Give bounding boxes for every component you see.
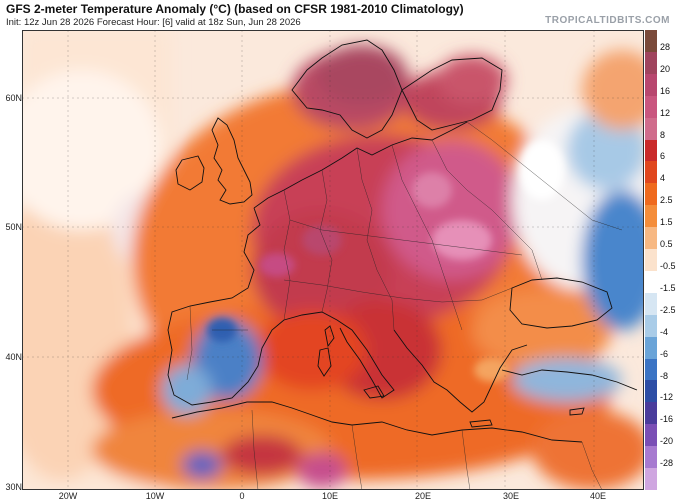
colorbar-swatch [645, 117, 657, 140]
colorbar-label: 0.5 [660, 239, 673, 250]
lon-label-10w: 10W [145, 491, 165, 501]
lat-label-40n: 40N [5, 352, 22, 362]
map-title: GFS 2-meter Temperature Anomaly (°C) (ba… [6, 2, 464, 16]
colorbar-label: -20 [660, 436, 674, 447]
anomaly-detail [207, 140, 564, 382]
colorbar-swatch [645, 139, 657, 162]
colorbar-label: -1.5 [660, 282, 676, 293]
lat-label-60n: 60N [5, 93, 22, 103]
colorbar-swatch [645, 30, 657, 53]
header: GFS 2-meter Temperature Anomaly (°C) (ba… [0, 0, 680, 30]
colorbar-swatch [645, 314, 657, 338]
map-subtitle: Init: 12z Jun 28 2026 Forecast Hour: [6]… [6, 17, 301, 28]
colorbar-label: 8 [660, 129, 666, 140]
map-canvas [22, 30, 644, 490]
colorbar-swatch [645, 227, 657, 250]
colorbar-label: 20 [660, 63, 671, 74]
colorbar-swatch [645, 446, 657, 469]
graticule [22, 30, 644, 490]
colorbar-label: -4 [660, 326, 669, 337]
colorbar-label: -16 [660, 414, 674, 425]
colorbar-swatch [645, 95, 657, 119]
colorbar-label: -28 [660, 458, 674, 469]
colorbar-swatch [645, 336, 657, 360]
brand-watermark[interactable]: TROPICALTIDBITS.COM [545, 15, 670, 26]
country-borders [186, 121, 623, 490]
lon-label-20w: 20W [58, 491, 78, 501]
colorbar-label: 28 [660, 41, 671, 52]
lon-label-0: 0 [239, 491, 245, 501]
colorbar-label: -6 [660, 348, 669, 359]
lat-label-50n: 50N [5, 222, 22, 232]
lat-label-30n: 30N [5, 482, 22, 492]
colorbar-label: -2.5 [660, 304, 676, 315]
colorbar-swatch [645, 73, 657, 97]
map-frame [22, 30, 644, 490]
colorbar-swatch [645, 358, 657, 381]
lon-label-10e: 10E [321, 491, 339, 501]
lon-label-30e: 30E [502, 491, 520, 501]
colorbar-legend: 28 20 16 12 8 6 4 2.5 1.5 0.5 -0.5 -1.5 -2.5 -4 -6 -8 -1… [645, 30, 680, 491]
colorbar-label: 12 [660, 107, 671, 118]
colorbar-swatch [645, 161, 657, 184]
colorbar-swatch [645, 468, 657, 491]
anomaly-field [22, 30, 644, 490]
colorbar-label: 6 [660, 151, 666, 162]
colorbar-label: -8 [660, 370, 669, 381]
colorbar-swatch [645, 205, 657, 228]
colorbar-label: -12 [660, 392, 674, 403]
colorbar-swatch [645, 292, 657, 316]
colorbar-label: 2.5 [660, 195, 673, 206]
colorbar-swatch [645, 51, 657, 75]
colorbar-swatch [645, 380, 657, 403]
colorbar-swatch [645, 424, 657, 447]
colorbar-label: 1.5 [660, 217, 673, 228]
temperature-anomaly-map[interactable] [22, 30, 644, 490]
colorbar-swatch [645, 249, 657, 272]
lon-label-20e: 20E [414, 491, 432, 501]
colorbar-swatch [645, 402, 657, 425]
colorbar-swatch [645, 270, 657, 294]
colorbar-label: -0.5 [660, 261, 676, 271]
colorbar-label: 16 [660, 85, 671, 96]
lon-label-40e: 40E [589, 491, 607, 501]
colorbar-swatch [645, 183, 657, 206]
colorbar-label: 4 [660, 173, 666, 184]
